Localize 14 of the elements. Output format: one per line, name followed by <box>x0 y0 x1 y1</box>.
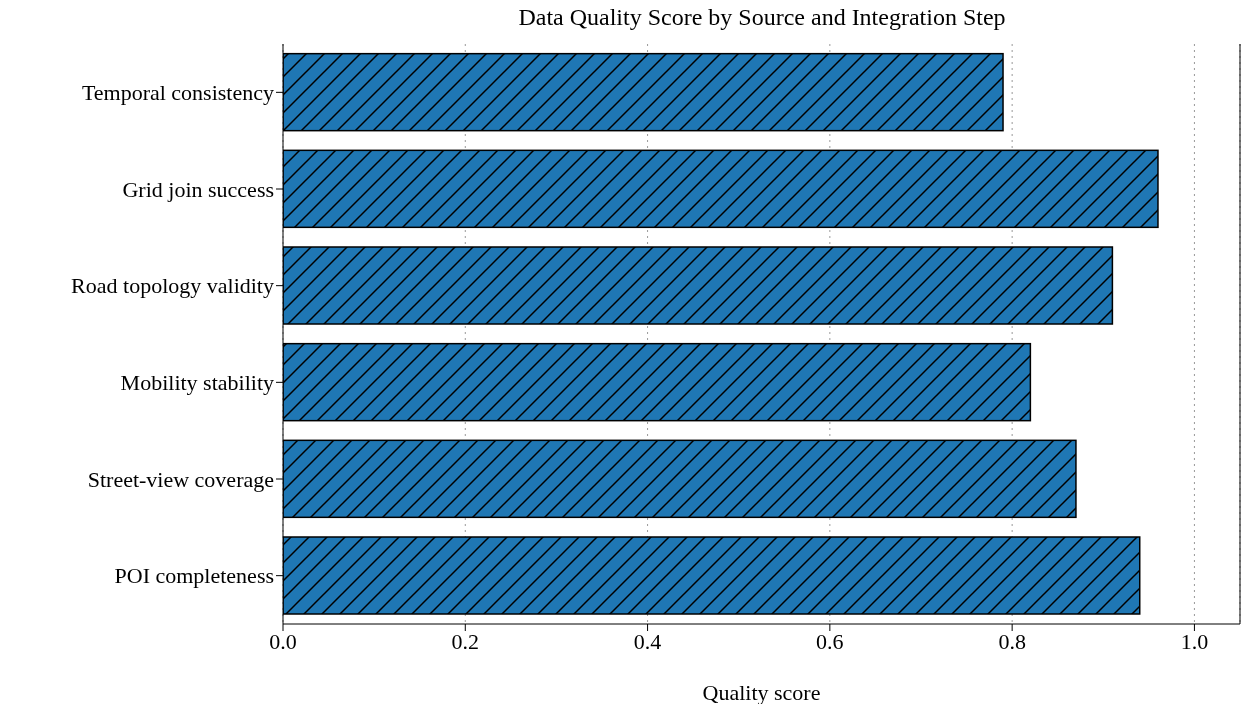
y-tick-label: Temporal consistency <box>81 80 274 106</box>
y-tick-label: Grid join success <box>122 176 274 202</box>
x-tick-label: 0.4 <box>633 628 662 654</box>
y-tick-label: Road topology validity <box>71 273 274 299</box>
y-tick-label: Street-view coverage <box>87 466 274 492</box>
x-tick-label: 0.2 <box>451 628 480 654</box>
x-tick-label: 0.0 <box>269 628 297 654</box>
x-tick-label: 0.8 <box>998 628 1026 654</box>
y-tick-label: Mobility stability <box>120 370 274 396</box>
x-axis-title: Quality score <box>702 680 821 704</box>
x-tick-label: 0.6 <box>816 628 844 654</box>
y-tick-label: POI completeness <box>114 563 274 589</box>
chart-title: Data Quality Score by Source and Integration Step <box>517 4 1007 31</box>
x-tick-label: 1.0 <box>1180 628 1209 654</box>
